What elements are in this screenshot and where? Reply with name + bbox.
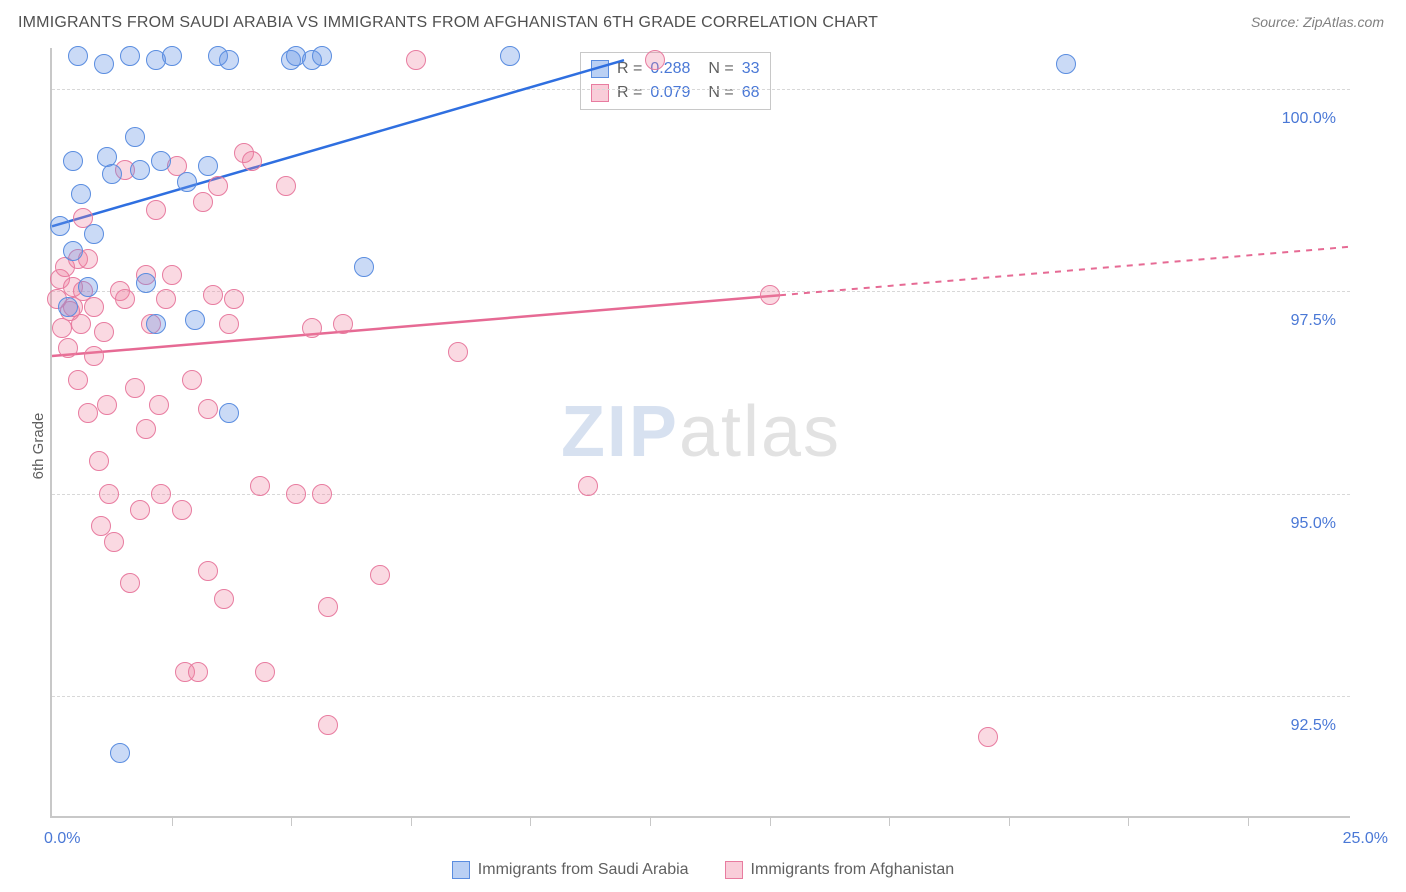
data-point bbox=[136, 273, 156, 293]
data-point bbox=[162, 46, 182, 66]
data-point bbox=[978, 727, 998, 747]
source-attribution: Source: ZipAtlas.com bbox=[1251, 14, 1384, 30]
data-point bbox=[760, 285, 780, 305]
data-point bbox=[250, 476, 270, 496]
data-point bbox=[188, 662, 208, 682]
data-point bbox=[219, 50, 239, 70]
data-point bbox=[1056, 54, 1076, 74]
data-point bbox=[156, 289, 176, 309]
series-legend-item: Immigrants from Saudi Arabia bbox=[452, 861, 689, 879]
data-point bbox=[97, 395, 117, 415]
series-name: Immigrants from Afghanistan bbox=[751, 861, 955, 879]
data-point bbox=[578, 476, 598, 496]
data-point bbox=[219, 314, 239, 334]
data-point bbox=[224, 289, 244, 309]
data-point bbox=[406, 50, 426, 70]
data-point bbox=[354, 257, 374, 277]
data-point bbox=[172, 500, 192, 520]
legend-swatch-icon bbox=[725, 861, 743, 879]
data-point bbox=[84, 224, 104, 244]
data-point bbox=[115, 289, 135, 309]
data-point bbox=[125, 378, 145, 398]
data-point bbox=[94, 54, 114, 74]
series-name: Immigrants from Saudi Arabia bbox=[478, 861, 689, 879]
data-point bbox=[198, 399, 218, 419]
data-point bbox=[162, 265, 182, 285]
data-point bbox=[84, 346, 104, 366]
data-point bbox=[208, 176, 228, 196]
data-point bbox=[185, 310, 205, 330]
data-point bbox=[71, 314, 91, 334]
data-point bbox=[68, 370, 88, 390]
y-axis-title: 6th Grade bbox=[30, 413, 47, 480]
data-point bbox=[255, 662, 275, 682]
x-axis-min-label: 0.0% bbox=[44, 830, 80, 848]
data-point bbox=[94, 322, 114, 342]
data-point bbox=[71, 184, 91, 204]
data-point bbox=[312, 484, 332, 504]
data-point bbox=[333, 314, 353, 334]
data-point bbox=[182, 370, 202, 390]
data-point bbox=[50, 216, 70, 236]
chart-title: IMMIGRANTS FROM SAUDI ARABIA VS IMMIGRAN… bbox=[18, 14, 878, 32]
plot-area: ZIPatlas R =0.288N =33R =0.079N =68 92.5… bbox=[50, 48, 1350, 818]
data-point bbox=[58, 297, 78, 317]
data-point bbox=[58, 338, 78, 358]
data-point bbox=[214, 589, 234, 609]
data-point bbox=[63, 241, 83, 261]
series-legend: Immigrants from Saudi Arabia Immigrants f… bbox=[0, 861, 1406, 884]
data-point bbox=[203, 285, 223, 305]
data-point bbox=[84, 297, 104, 317]
legend-swatch-icon bbox=[452, 861, 470, 879]
data-point bbox=[130, 160, 150, 180]
data-point bbox=[500, 46, 520, 66]
data-point bbox=[120, 573, 140, 593]
x-axis-max-label: 25.0% bbox=[1343, 830, 1388, 848]
data-point bbox=[318, 715, 338, 735]
data-point bbox=[120, 46, 140, 66]
data-point bbox=[151, 484, 171, 504]
data-point bbox=[219, 403, 239, 423]
data-point bbox=[242, 151, 262, 171]
data-point bbox=[89, 451, 109, 471]
data-point bbox=[448, 342, 468, 362]
data-point bbox=[130, 500, 150, 520]
data-point bbox=[198, 156, 218, 176]
data-point bbox=[104, 532, 124, 552]
data-point bbox=[645, 50, 665, 70]
data-point bbox=[110, 743, 130, 763]
data-point bbox=[198, 561, 218, 581]
series-legend-item: Immigrants from Afghanistan bbox=[725, 861, 955, 879]
data-point bbox=[370, 565, 390, 585]
data-point bbox=[78, 277, 98, 297]
data-point bbox=[146, 200, 166, 220]
data-point bbox=[136, 419, 156, 439]
data-point bbox=[125, 127, 145, 147]
data-point bbox=[312, 46, 332, 66]
data-point bbox=[102, 164, 122, 184]
data-point bbox=[78, 403, 98, 423]
data-point bbox=[193, 192, 213, 212]
data-point bbox=[177, 172, 197, 192]
data-point bbox=[302, 318, 322, 338]
data-point bbox=[286, 484, 306, 504]
data-point bbox=[146, 314, 166, 334]
data-point bbox=[276, 176, 296, 196]
data-point bbox=[99, 484, 119, 504]
data-point bbox=[68, 46, 88, 66]
data-point bbox=[151, 151, 171, 171]
data-point bbox=[63, 151, 83, 171]
data-point bbox=[149, 395, 169, 415]
data-point bbox=[318, 597, 338, 617]
